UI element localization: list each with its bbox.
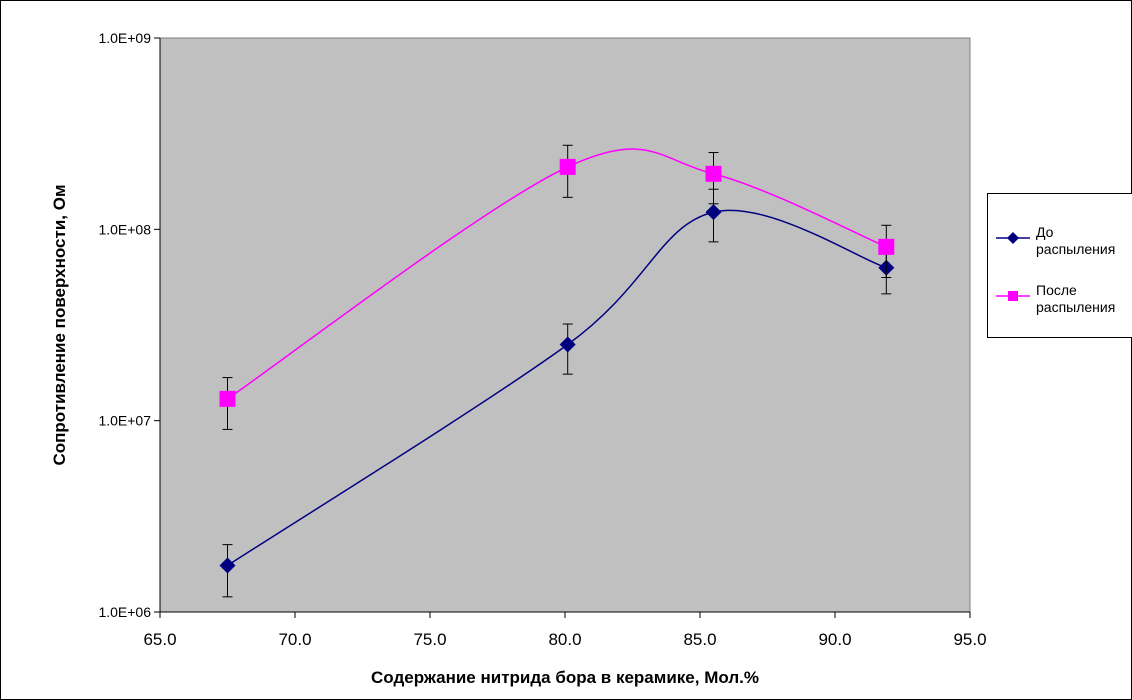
plot-area (159, 37, 971, 613)
legend-item-before: До распыления (988, 224, 1132, 264)
x-tick-label: 75.0 (413, 630, 446, 649)
y-tick-label: 1.0E+08 (98, 221, 151, 237)
x-tick-label: 95.0 (953, 630, 986, 649)
x-axis-title: Содержание нитрида бора в керамике, Мол.… (371, 668, 759, 687)
data-point-square (705, 165, 722, 182)
data-point-square (878, 238, 895, 255)
square-marker-icon (996, 291, 1030, 301)
x-tick-label: 80.0 (548, 630, 581, 649)
data-point-diamond (559, 336, 576, 353)
x-tick-label: 90.0 (818, 630, 851, 649)
data-point-diamond (219, 557, 236, 574)
y-tick-label: 1.0E+09 (98, 30, 151, 46)
y-tick-label: 1.0E+06 (98, 604, 151, 620)
x-tick-label: 65.0 (143, 630, 176, 649)
x-tick-label: 85.0 (683, 630, 716, 649)
x-tick-label: 70.0 (278, 630, 311, 649)
data-point-square (559, 158, 576, 175)
legend-item-after: После распыления (988, 282, 1132, 322)
legend: До распыления После распыления (987, 193, 1132, 338)
data-point-diamond (705, 204, 722, 221)
y-axis: 1.0E+06 1.0E+07 1.0E+08 1.0E+09 (98, 30, 160, 620)
data-point-square (219, 390, 236, 407)
series-line-1 (227, 148, 887, 400)
series-layer (219, 144, 895, 598)
series-line-0 (227, 209, 887, 567)
x-axis: 65.0 70.0 75.0 80.0 85.0 90.0 95.0 (143, 612, 987, 649)
legend-label-before: До распыления (1036, 224, 1116, 257)
y-axis-title: Сопротивление поверхности, Ом (50, 184, 69, 465)
diamond-marker-icon (996, 232, 1030, 244)
legend-label-after: После распыления (1036, 282, 1116, 315)
y-tick-label: 1.0E+07 (98, 413, 151, 429)
